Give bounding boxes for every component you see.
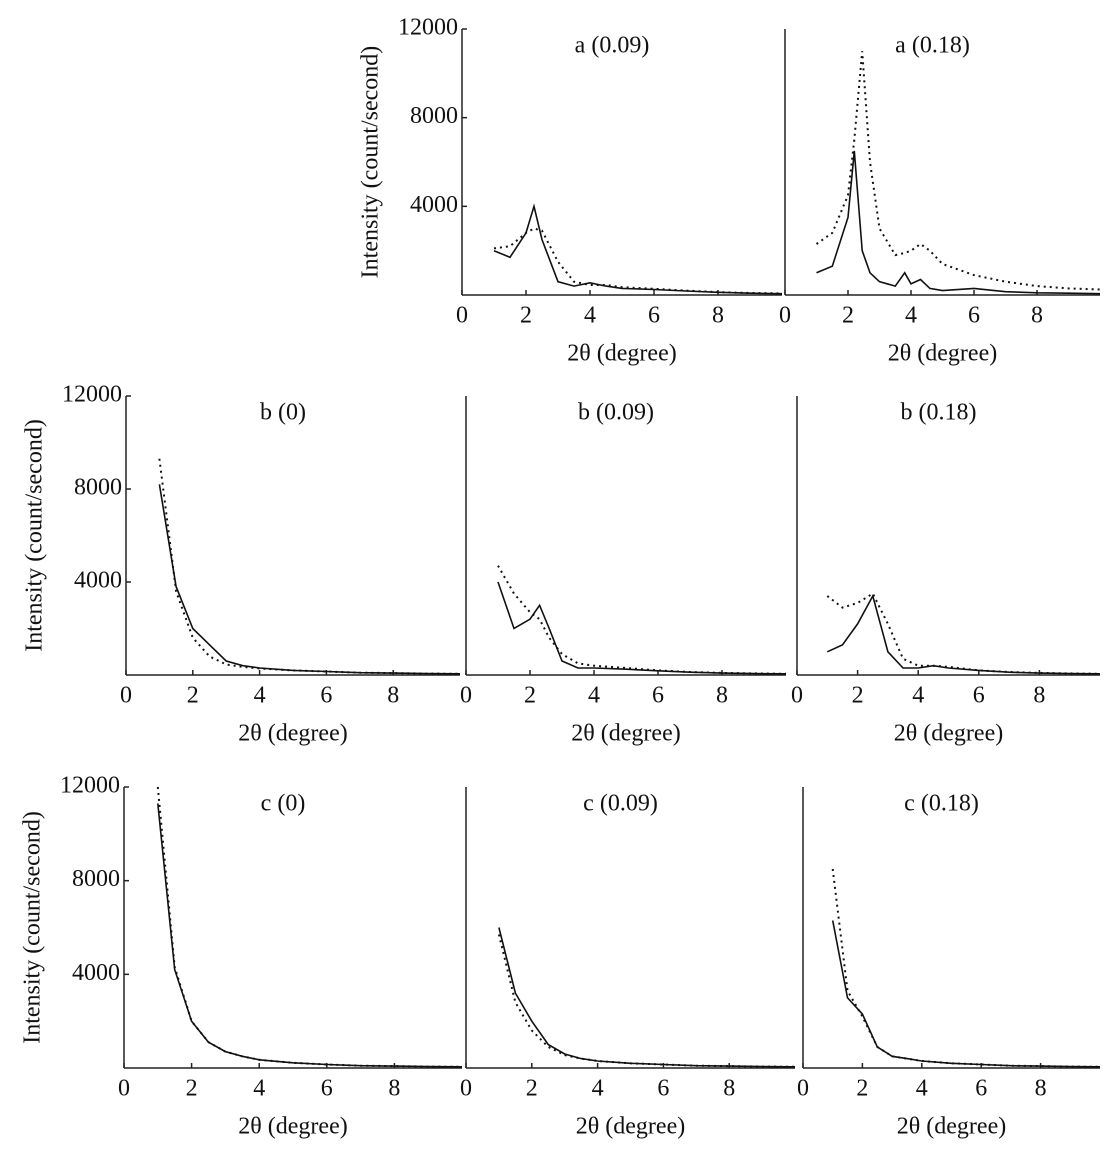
y-axis-label: Intensity (count/second) bbox=[22, 419, 48, 652]
x-tick-label: 2 bbox=[852, 683, 864, 709]
series-line bbox=[831, 920, 1101, 1068]
x-axis-label: 2θ (degree) bbox=[576, 1114, 685, 1140]
x-tick-label: 6 bbox=[652, 683, 664, 709]
panel-title: a (0.18) bbox=[895, 33, 970, 59]
x-tick-label: 6 bbox=[973, 683, 985, 709]
x-axis-label: 2θ (degree) bbox=[571, 721, 680, 747]
series-line bbox=[157, 803, 463, 1068]
panel-title: a (0.09) bbox=[575, 33, 650, 59]
panel-title: b (0.18) bbox=[901, 400, 977, 426]
series-line bbox=[826, 593, 1101, 675]
x-tick-label: 8 bbox=[712, 303, 724, 329]
y-axis-label: Intensity (count/second) bbox=[20, 811, 46, 1044]
series-line bbox=[816, 150, 1101, 295]
y-axis-label: Intensity (count/second) bbox=[358, 46, 384, 279]
y-tick-label: 4000 bbox=[72, 960, 120, 986]
x-tick-label: 6 bbox=[648, 303, 660, 329]
x-tick-label: 4 bbox=[254, 683, 266, 709]
series-line bbox=[815, 51, 1101, 291]
panel-title: c (0.09) bbox=[583, 791, 658, 817]
series-line bbox=[158, 484, 461, 675]
y-tick-label: 8000 bbox=[74, 475, 122, 501]
x-tick-label: 8 bbox=[1035, 1076, 1047, 1102]
x-axis-label: 2θ (degree) bbox=[888, 341, 997, 367]
x-tick-label: 8 bbox=[723, 1076, 735, 1102]
panel-title: c (0) bbox=[261, 791, 306, 817]
panel-title: c (0.18) bbox=[904, 791, 979, 817]
series-line bbox=[826, 592, 1101, 675]
x-tick-label: 8 bbox=[716, 683, 728, 709]
x-tick-label: 0 bbox=[797, 1076, 809, 1102]
x-axis-label: 2θ (degree) bbox=[238, 721, 347, 747]
y-tick-label: 8000 bbox=[410, 103, 458, 129]
x-axis-label: 2θ (degree) bbox=[894, 721, 1003, 747]
x-tick-label: 8 bbox=[1031, 303, 1043, 329]
x-tick-label: 0 bbox=[456, 303, 468, 329]
x-tick-label: 2 bbox=[856, 1076, 868, 1102]
x-tick-label: 2 bbox=[520, 303, 532, 329]
x-tick-label: 6 bbox=[321, 1076, 333, 1102]
y-tick-label: 12000 bbox=[398, 15, 458, 41]
x-tick-label: 4 bbox=[588, 683, 600, 709]
x-tick-label: 6 bbox=[975, 1076, 987, 1102]
x-tick-label: 6 bbox=[968, 303, 980, 329]
series-line bbox=[497, 581, 787, 675]
series-line bbox=[493, 203, 783, 295]
x-tick-label: 0 bbox=[791, 683, 803, 709]
x-tick-label: 4 bbox=[905, 303, 917, 329]
x-tick-label: 4 bbox=[916, 1076, 928, 1102]
x-tick-label: 4 bbox=[592, 1076, 604, 1102]
x-tick-label: 2 bbox=[187, 683, 199, 709]
x-axis-label: 2θ (degree) bbox=[567, 341, 676, 367]
panel-title: b (0.09) bbox=[578, 400, 654, 426]
y-tick-label: 4000 bbox=[74, 568, 122, 594]
series-line bbox=[831, 868, 1101, 1068]
x-tick-label: 0 bbox=[118, 1076, 130, 1102]
x-tick-label: 6 bbox=[657, 1076, 669, 1102]
x-tick-label: 8 bbox=[1033, 683, 1045, 709]
panel-title: b (0) bbox=[260, 400, 306, 426]
y-tick-label: 12000 bbox=[60, 773, 120, 799]
series-line bbox=[497, 934, 796, 1068]
series-line bbox=[493, 227, 783, 295]
x-tick-label: 0 bbox=[120, 683, 132, 709]
x-tick-label: 2 bbox=[186, 1076, 198, 1102]
x-tick-label: 2 bbox=[524, 683, 536, 709]
y-tick-label: 4000 bbox=[410, 192, 458, 218]
x-tick-label: 2 bbox=[842, 303, 854, 329]
x-axis-label: 2θ (degree) bbox=[238, 1114, 347, 1140]
x-tick-label: 0 bbox=[779, 303, 791, 329]
y-tick-label: 12000 bbox=[62, 382, 122, 408]
series-line bbox=[158, 458, 461, 675]
x-tick-label: 0 bbox=[460, 683, 472, 709]
x-tick-label: 4 bbox=[584, 303, 596, 329]
x-tick-label: 4 bbox=[912, 683, 924, 709]
series-line bbox=[498, 927, 796, 1068]
x-tick-label: 2 bbox=[526, 1076, 538, 1102]
x-tick-label: 4 bbox=[253, 1076, 265, 1102]
x-tick-label: 8 bbox=[387, 683, 399, 709]
x-tick-label: 8 bbox=[388, 1076, 400, 1102]
x-tick-label: 6 bbox=[320, 683, 332, 709]
x-axis-label: 2θ (degree) bbox=[897, 1114, 1006, 1140]
y-tick-label: 8000 bbox=[72, 866, 120, 892]
x-tick-label: 0 bbox=[460, 1076, 472, 1102]
series-line bbox=[497, 565, 787, 675]
series-line bbox=[156, 786, 463, 1068]
